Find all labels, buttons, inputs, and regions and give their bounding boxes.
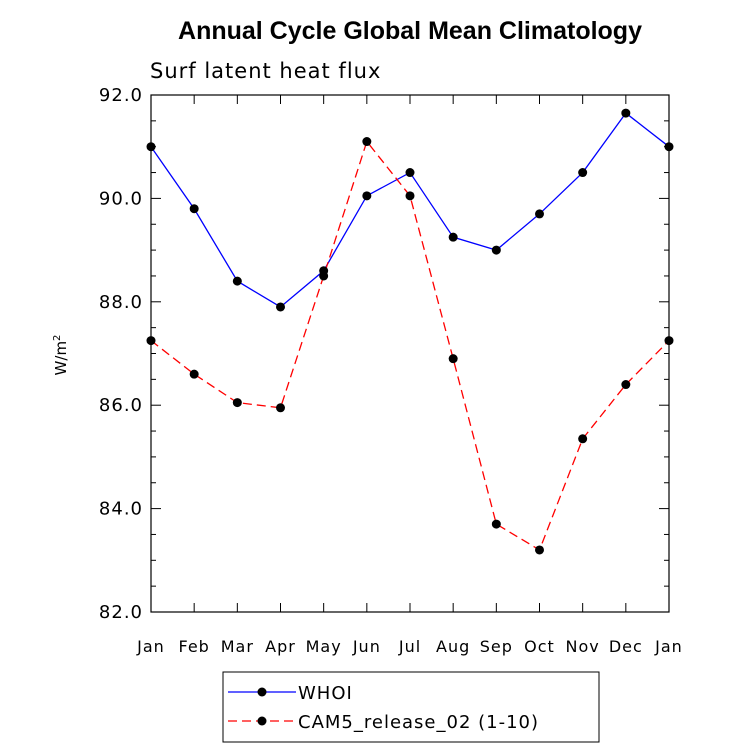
x-tick-label: Sep <box>480 637 513 656</box>
x-tick-label: Oct <box>524 637 555 656</box>
y-axis-label-base: W/m <box>52 341 70 376</box>
series-1-point <box>664 142 674 152</box>
series-1-point <box>448 232 458 242</box>
series-2-point <box>189 369 199 379</box>
legend-label-2: CAM5_release_02 (1-10) <box>298 712 539 733</box>
series-2-point <box>232 398 242 408</box>
series-1-point <box>405 168 415 178</box>
series-1-point <box>232 276 242 286</box>
series-1-point <box>535 209 544 219</box>
series-2-point <box>664 336 674 346</box>
x-tick-label: Mar <box>221 637 254 656</box>
x-tick-labels: Jan Feb Mar Apr May Jun Jul Aug Sep Oct Nov Dec Jan <box>136 637 683 656</box>
series-1-point <box>491 245 501 255</box>
series-line-2 <box>150 140 670 551</box>
x-tick-label: Jan <box>654 637 683 656</box>
series-2-point <box>362 137 372 147</box>
y-tick-label: 88.0 <box>99 292 143 313</box>
series-1-point <box>362 191 372 201</box>
x-tick-label: Jan <box>136 637 165 656</box>
series-1-point <box>146 142 156 152</box>
x-tick-label: Jun <box>352 637 381 656</box>
chart-subtitle: Surf latent heat flux <box>150 59 381 83</box>
series-2-point <box>621 380 631 390</box>
legend-box <box>222 671 600 743</box>
y-tick-label: 90.0 <box>99 188 143 209</box>
series-1-point <box>276 302 285 312</box>
y-tick-label: 86.0 <box>99 395 143 416</box>
series-2-point <box>319 271 329 281</box>
series-2-point <box>448 354 458 364</box>
y-tick-labels: 82.0 84.0 86.0 88.0 90.0 92.0 <box>99 85 143 623</box>
x-tick-label: Nov <box>566 637 600 656</box>
axis-ticks <box>150 94 670 613</box>
series-2-point <box>578 434 588 444</box>
x-tick-label: Jul <box>398 637 421 656</box>
series-2-point <box>405 191 415 201</box>
y-axis-label-sup: 2 <box>52 335 63 341</box>
legend-marker-2 <box>257 716 267 726</box>
series-line-1 <box>150 112 670 308</box>
series-layer <box>146 108 674 555</box>
plot-area: 82.0 84.0 86.0 88.0 90.0 92.0 Jan Feb Mar Apr May… <box>99 85 683 656</box>
y-tick-label: 92.0 <box>99 85 143 106</box>
series-2-point <box>491 519 501 529</box>
x-tick-label: Apr <box>265 637 296 656</box>
series-1-point <box>189 204 199 214</box>
legend-items: WHOI CAM5_release_02 (1-10) <box>228 683 539 733</box>
legend: WHOI CAM5_release_02 (1-10) <box>222 671 600 743</box>
series-2-point <box>146 336 156 346</box>
series-1-point <box>578 168 588 178</box>
legend-marker-1 <box>257 687 267 697</box>
x-tick-label: Dec <box>609 637 643 656</box>
y-tick-label: 84.0 <box>99 499 143 520</box>
y-tick-label: 82.0 <box>99 602 143 623</box>
series-2-point <box>276 403 285 413</box>
legend-label-1: WHOI <box>298 683 353 704</box>
y-axis-label: W/m2 <box>52 335 70 376</box>
x-tick-label: Feb <box>179 637 210 656</box>
series-2-point <box>535 545 544 555</box>
chart-title: Annual Cycle Global Mean Climatology <box>178 17 642 45</box>
x-tick-label: May <box>306 637 342 656</box>
series-1-point <box>621 108 631 118</box>
x-tick-label: Aug <box>436 637 470 656</box>
